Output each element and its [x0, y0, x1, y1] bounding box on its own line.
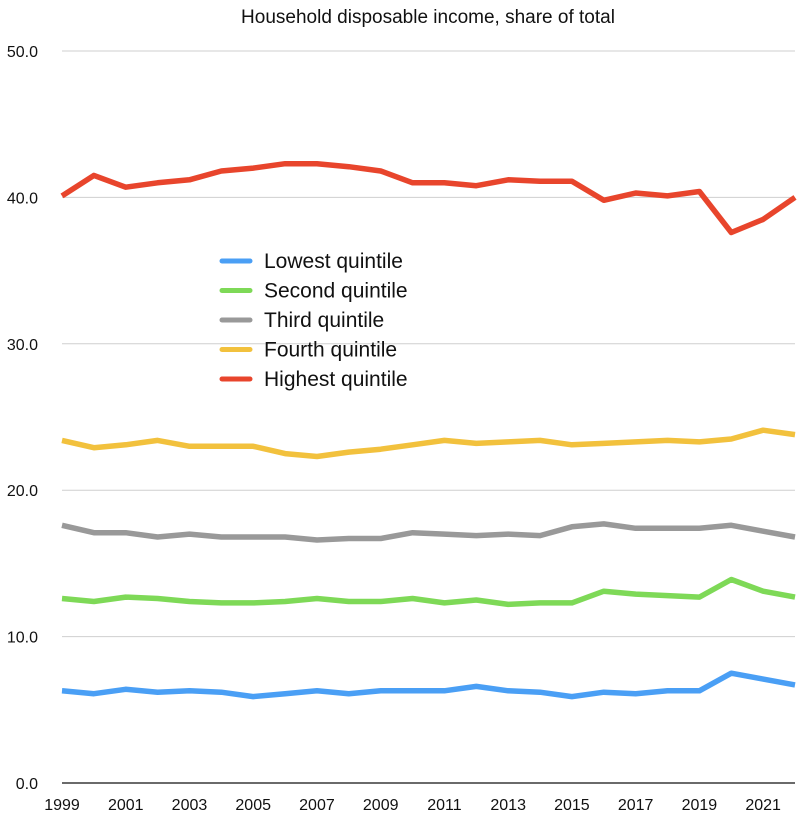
legend-label-third-quintile: Third quintile [264, 309, 384, 332]
legend-label-fourth-quintile: Fourth quintile [264, 339, 397, 362]
x-axis-ticks: 1999 2001 2003 2005 2007 2009 2011 2013 2015 2017… [44, 797, 781, 814]
legend: Lowest quintile Second quintile Third quin… [219, 250, 408, 391]
x-tick-label: 2019 [682, 797, 718, 814]
legend-label-lowest-quintile: Lowest quintile [264, 250, 403, 273]
x-tick-label: 2001 [108, 797, 144, 814]
series-line-lowest-quintile [61, 670, 796, 700]
grid-layer [62, 50, 795, 638]
x-tick-label: 1999 [44, 797, 80, 814]
x-tick-label: 2003 [172, 797, 208, 814]
y-tick-label: 20.0 [7, 483, 38, 500]
series-line-third-quintile [61, 521, 796, 543]
series-line-fourth-quintile [61, 427, 796, 460]
x-tick-label: 2005 [235, 797, 271, 814]
x-tick-label: 2007 [299, 797, 335, 814]
y-tick-label: 10.0 [7, 630, 38, 647]
x-tick-label: 2011 [427, 797, 462, 814]
y-tick-label: 0.0 [16, 776, 38, 793]
legend-label-highest-quintile: Highest quintile [264, 368, 408, 391]
series-layer [60, 160, 797, 700]
legend-label-second-quintile: Second quintile [264, 280, 408, 303]
x-tick-label: 2017 [618, 797, 654, 814]
y-tick-label: 50.0 [7, 44, 38, 61]
x-tick-label: 2015 [554, 797, 590, 814]
x-tick-label: 2009 [363, 797, 399, 814]
y-tick-label: 40.0 [7, 190, 38, 207]
series-line-second-quintile [61, 576, 796, 608]
y-tick-label: 30.0 [7, 337, 38, 354]
series-line-highest-quintile [60, 160, 797, 236]
chart-title: Household disposable income, share of to… [241, 7, 615, 28]
x-tick-label: 2021 [745, 797, 781, 814]
y-axis-ticks: 0.0 10.0 20.0 30.0 40.0 50.0 [7, 44, 38, 793]
x-tick-label: 2013 [490, 797, 526, 814]
